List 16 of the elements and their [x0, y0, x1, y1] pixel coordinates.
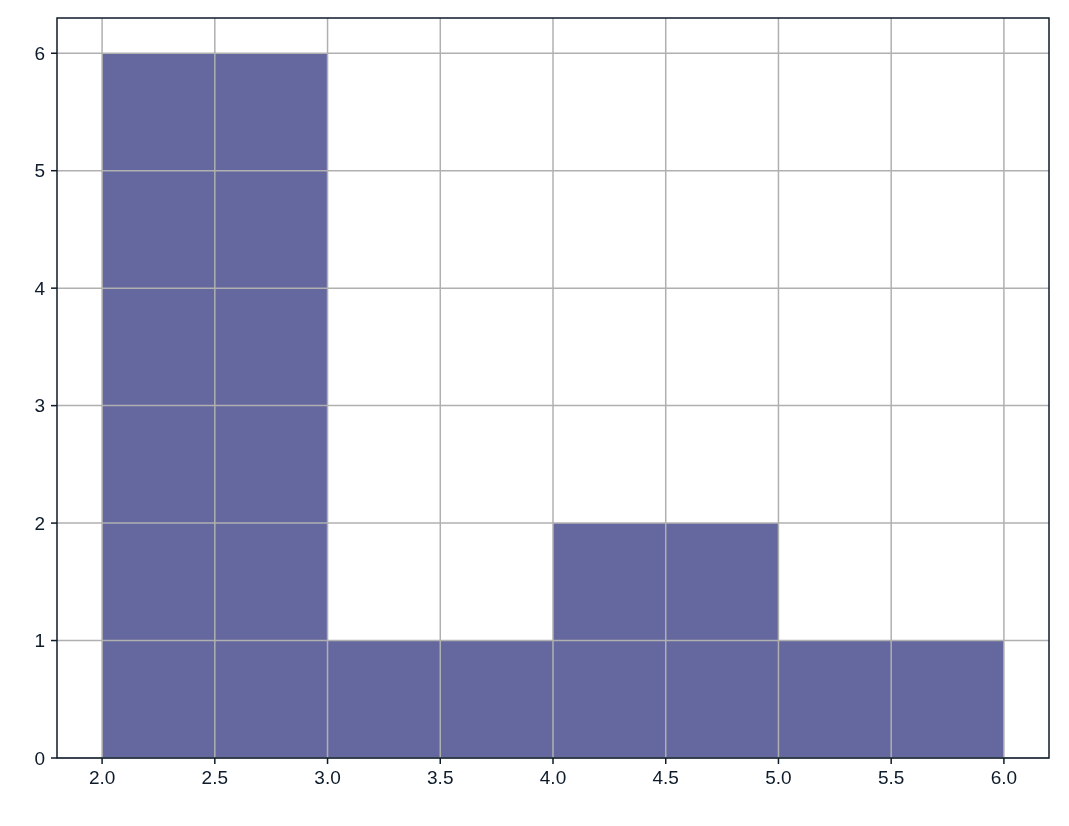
x-tick-label: 4.5 [652, 767, 679, 788]
x-tick-label: 5.0 [765, 767, 792, 788]
x-tick-label: 4.0 [539, 767, 567, 788]
x-tick-label: 3.0 [314, 767, 341, 788]
x-tick-label: 6.0 [990, 767, 1018, 788]
y-tick-label: 1 [34, 630, 45, 652]
x-tick-label: 2.5 [201, 767, 229, 788]
y-tick-label: 5 [34, 160, 45, 182]
y-tick-label: 3 [34, 395, 45, 417]
x-tick-label: 2.0 [88, 767, 116, 788]
y-tick-label: 0 [34, 747, 45, 769]
x-tick-label: 3.5 [427, 767, 454, 788]
y-tick-label: 2 [34, 512, 45, 534]
y-tick-label: 6 [34, 42, 45, 64]
y-tick-label: 4 [34, 277, 46, 299]
x-tick-label: 5.5 [877, 767, 905, 788]
